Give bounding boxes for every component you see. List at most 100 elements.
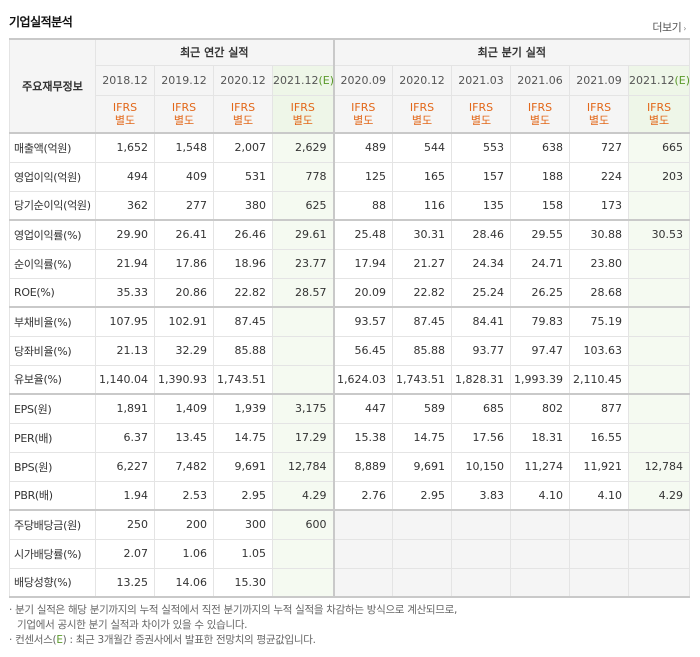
table-cell: 28.68 xyxy=(569,277,630,308)
table-cell: 1,409 xyxy=(154,393,214,424)
table-cell: 2.95 xyxy=(392,480,453,511)
table-cell: 17.29 xyxy=(271,422,335,453)
row-label: 시가배당률(%) xyxy=(9,538,96,569)
table-cell xyxy=(451,567,512,598)
table-cell: 1,624.03 xyxy=(332,364,394,395)
table-cell: 3.83 xyxy=(451,480,512,511)
table-cell: 24.34 xyxy=(451,248,512,279)
table-cell xyxy=(392,567,453,598)
table-cell: 20.09 xyxy=(332,277,394,308)
footnote-2-suffix: ) : 최근 3개월간 증권사에서 발표한 전망치의 평균값입니다. xyxy=(62,634,316,646)
table-cell: 7,482 xyxy=(154,451,214,482)
table-row: 영업이익(억원) 494 409 531 778 125 165 157 188 224 203 xyxy=(9,161,691,192)
table-row: 주당배당금(원) 250 200 300 600 xyxy=(9,509,691,540)
table-cell: 2.95 xyxy=(213,480,273,511)
table-cell: 685 xyxy=(451,393,512,424)
table-cell: 56.45 xyxy=(332,335,394,366)
chevron-right-icon: › xyxy=(683,24,686,33)
table-cell: 26.41 xyxy=(154,219,214,250)
ifrs-label: IFRS 별도 xyxy=(569,94,630,134)
table-cell: 21.94 xyxy=(95,248,155,279)
table-cell: 1.05 xyxy=(213,538,273,569)
table-cell: 203 xyxy=(628,161,691,192)
table-cell: 125 xyxy=(332,161,394,192)
table-cell: 727 xyxy=(569,132,630,163)
table-cell: 30.88 xyxy=(569,219,630,250)
table-cell xyxy=(271,538,335,569)
table-cell: 224 xyxy=(569,161,630,192)
table-row: 부채비율(%) 107.95 102.91 87.45 93.57 87.45 84.41 7… xyxy=(9,306,691,337)
footnote-2: · 컨센서스(E) : 최근 3개월간 증권사에서 발표한 전망치의 평균값입니… xyxy=(9,633,457,648)
table-cell: 15.30 xyxy=(213,567,273,598)
table-cell: 35.33 xyxy=(95,277,155,308)
more-label[interactable]: 더보기 xyxy=(652,21,682,34)
row-label: 주당배당금(원) xyxy=(9,509,96,540)
table-cell: 447 xyxy=(332,393,394,424)
table-cell: 22.82 xyxy=(392,277,453,308)
table-cell: 16.55 xyxy=(569,422,630,453)
table-cell xyxy=(451,538,512,569)
table-cell: 26.46 xyxy=(213,219,273,250)
table-cell xyxy=(332,567,394,598)
ifrs-label: IFRS 별도 xyxy=(95,94,155,134)
table-cell: 14.75 xyxy=(392,422,453,453)
table-cell: 1,652 xyxy=(95,132,155,163)
table-cell xyxy=(628,335,691,366)
table-row: 당좌비율(%) 21.13 32.29 85.88 56.45 85.88 93.77 97.… xyxy=(9,335,691,366)
table-cell: 2.53 xyxy=(154,480,214,511)
period-header: 2021.03 xyxy=(451,64,512,96)
row-label: 영업이익률(%) xyxy=(9,219,96,250)
table-cell: 93.77 xyxy=(451,335,512,366)
table-cell: 4.10 xyxy=(510,480,571,511)
table-cell xyxy=(628,190,691,221)
ifrs-label: IFRS 별도 xyxy=(154,94,214,134)
table-cell: 17.94 xyxy=(332,248,394,279)
table-row: PBR(배) 1.94 2.53 2.95 4.29 2.76 2.95 3.83 4.10 4.… xyxy=(9,480,691,511)
table-cell: 87.45 xyxy=(392,306,453,337)
table-cell: 4.29 xyxy=(271,480,335,511)
period-row: 2018.122019.122020.122021.12(E)2021.12(E… xyxy=(10,64,691,96)
table-cell: 158 xyxy=(510,190,571,221)
period-header: 2021.12(E)2021.12(E) xyxy=(628,64,691,96)
table-cell: 17.86 xyxy=(154,248,214,279)
table-cell: 103.63 xyxy=(569,335,630,366)
table-cell xyxy=(569,538,630,569)
table-cell: 8,889 xyxy=(332,451,394,482)
period-header: 2020.12 xyxy=(213,64,273,96)
ifrs-label: IFRS 별도 xyxy=(628,94,691,134)
table-cell: 28.46 xyxy=(451,219,512,250)
table-row: PER(배) 6.37 13.45 14.75 17.29 15.38 14.75 17.56… xyxy=(9,422,691,453)
table-cell: 107.95 xyxy=(95,306,155,337)
table-cell xyxy=(451,509,512,540)
table-cell: 25.24 xyxy=(451,277,512,308)
table-cell: 18.96 xyxy=(213,248,273,279)
ifrs-label: IFRS 별도 xyxy=(510,94,571,134)
table-cell: 1,140.04 xyxy=(95,364,155,395)
table-cell: 75.19 xyxy=(569,306,630,337)
row-label: PER(배) xyxy=(9,422,96,453)
period-header: 2020.09 xyxy=(332,64,394,96)
row-label: 순이익률(%) xyxy=(9,248,96,279)
financial-table: 주요재무정보 최근 연간 실적 최근 분기 실적 2018.12 2019.12 2… xyxy=(9,38,691,598)
period-header: 2018.12 xyxy=(95,64,155,96)
table-cell: 13.45 xyxy=(154,422,214,453)
table-cell xyxy=(628,277,691,308)
ifrs-label: IFRS 별도 xyxy=(213,94,273,134)
table-cell: 23.77 xyxy=(271,248,335,279)
table-cell: 97.47 xyxy=(510,335,571,366)
table-cell: 85.88 xyxy=(392,335,453,366)
more-link[interactable]: 더보기 › xyxy=(652,19,686,35)
ifrs-label: IFRS 별도 xyxy=(271,94,335,134)
table-cell: 9,691 xyxy=(392,451,453,482)
table-cell: 24.71 xyxy=(510,248,571,279)
table-cell: 2,629 xyxy=(271,132,335,163)
table-cell: 11,274 xyxy=(510,451,571,482)
table-cell: 102.91 xyxy=(154,306,214,337)
table-cell: 409 xyxy=(154,161,214,192)
table-cell: 4.29 xyxy=(628,480,691,511)
table-cell: 638 xyxy=(510,132,571,163)
table-cell xyxy=(271,567,335,598)
table-cell: 22.82 xyxy=(213,277,273,308)
row-label: 배당성향(%) xyxy=(9,567,96,598)
